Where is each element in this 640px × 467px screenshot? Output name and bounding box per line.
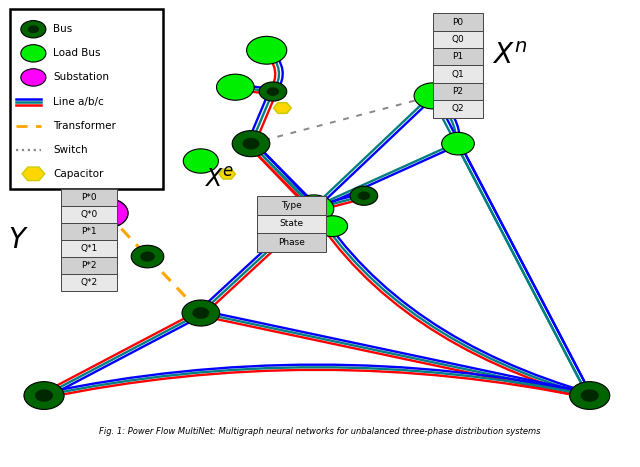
Text: Fig. 1: Power Flow MultiNet: Multigraph neural networks for unbalanced three-pha: Fig. 1: Power Flow MultiNet: Multigraph … (99, 426, 541, 436)
Text: P1: P1 (452, 52, 463, 61)
FancyBboxPatch shape (433, 14, 483, 31)
Circle shape (243, 138, 259, 149)
Circle shape (193, 307, 209, 319)
Circle shape (21, 21, 46, 38)
Text: Substation: Substation (54, 72, 109, 83)
Text: Capacitor: Capacitor (54, 169, 104, 179)
Text: P2: P2 (452, 87, 463, 96)
Circle shape (85, 198, 128, 228)
Circle shape (358, 191, 370, 200)
FancyBboxPatch shape (10, 9, 163, 189)
Circle shape (28, 25, 39, 33)
Circle shape (216, 74, 254, 100)
Text: $Y$: $Y$ (8, 227, 28, 254)
FancyBboxPatch shape (61, 189, 117, 206)
Text: Q0: Q0 (452, 35, 465, 44)
Circle shape (317, 216, 348, 237)
Text: Phase: Phase (278, 238, 305, 248)
Circle shape (21, 69, 46, 86)
Circle shape (294, 195, 334, 223)
Text: Q*1: Q*1 (81, 244, 98, 253)
Circle shape (24, 382, 64, 410)
FancyBboxPatch shape (61, 241, 117, 257)
Circle shape (21, 45, 46, 62)
Circle shape (183, 149, 218, 173)
FancyBboxPatch shape (433, 100, 483, 118)
Circle shape (246, 36, 287, 64)
Circle shape (35, 389, 53, 402)
Circle shape (570, 382, 610, 410)
Circle shape (232, 131, 270, 156)
FancyBboxPatch shape (433, 65, 483, 83)
FancyBboxPatch shape (61, 206, 117, 223)
Text: P0: P0 (452, 18, 463, 27)
FancyBboxPatch shape (257, 234, 326, 252)
Text: Bus: Bus (54, 24, 73, 34)
FancyBboxPatch shape (433, 31, 483, 48)
Text: P*1: P*1 (81, 227, 97, 236)
Circle shape (442, 132, 474, 155)
Circle shape (267, 87, 279, 96)
Text: Switch: Switch (54, 145, 88, 155)
Text: State: State (280, 219, 304, 228)
Text: Line a/b/c: Line a/b/c (54, 97, 104, 106)
Circle shape (580, 389, 599, 402)
FancyBboxPatch shape (257, 215, 326, 234)
FancyBboxPatch shape (61, 257, 117, 274)
Text: Q*2: Q*2 (81, 278, 98, 287)
Text: Load Bus: Load Bus (54, 49, 101, 58)
FancyBboxPatch shape (61, 223, 117, 241)
Text: Q*0: Q*0 (81, 210, 98, 219)
FancyBboxPatch shape (61, 274, 117, 291)
Circle shape (350, 186, 378, 205)
Text: Q1: Q1 (452, 70, 465, 78)
FancyBboxPatch shape (433, 48, 483, 65)
Circle shape (259, 82, 287, 101)
Circle shape (182, 300, 220, 326)
FancyBboxPatch shape (433, 83, 483, 100)
Text: $X^n$: $X^n$ (493, 43, 528, 71)
Circle shape (140, 252, 155, 262)
Text: $X^e$: $X^e$ (204, 168, 234, 191)
Text: Transformer: Transformer (54, 120, 116, 131)
Text: P*0: P*0 (81, 193, 97, 202)
Circle shape (414, 83, 452, 109)
Text: Q2: Q2 (452, 105, 464, 113)
Text: Type: Type (282, 201, 302, 210)
FancyBboxPatch shape (257, 196, 326, 215)
Circle shape (131, 245, 164, 268)
Text: P*2: P*2 (81, 262, 97, 270)
